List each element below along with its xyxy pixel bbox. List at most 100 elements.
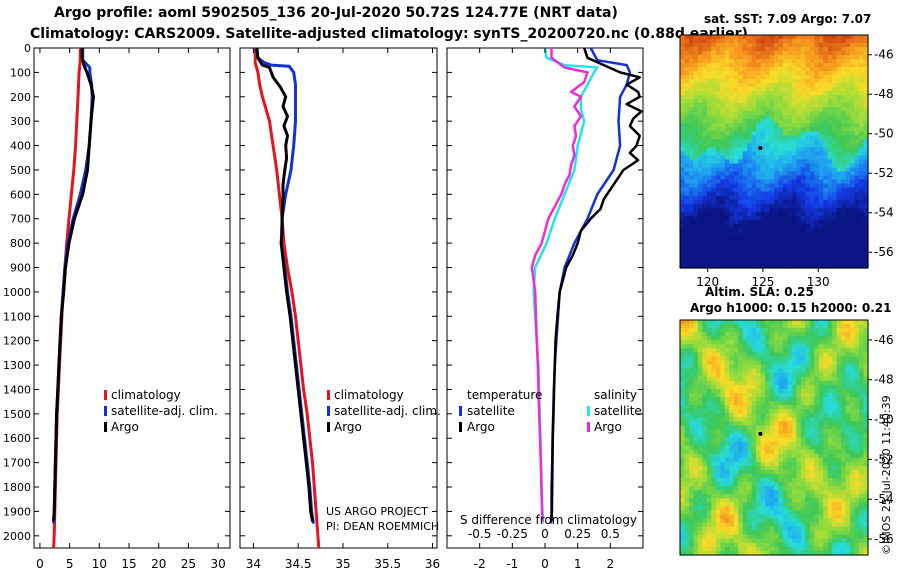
map-cell bbox=[747, 87, 753, 92]
map-cell bbox=[760, 135, 766, 141]
map-cell bbox=[832, 195, 838, 201]
map-cell bbox=[827, 356, 833, 362]
map-cell bbox=[765, 79, 771, 84]
map-cell bbox=[823, 384, 829, 390]
map-cell bbox=[814, 63, 820, 68]
map-cell bbox=[769, 171, 775, 177]
map-cell bbox=[751, 163, 757, 169]
map-cell bbox=[850, 409, 856, 414]
map-cell bbox=[774, 482, 780, 487]
map-cell bbox=[702, 413, 708, 418]
map-cell bbox=[733, 320, 739, 325]
map-cell bbox=[796, 526, 802, 532]
map-cell bbox=[724, 356, 730, 362]
map-cell bbox=[738, 502, 744, 507]
map-cell bbox=[796, 380, 802, 386]
map-cell bbox=[827, 215, 833, 221]
map-cell bbox=[859, 91, 865, 96]
map-cell bbox=[791, 526, 797, 532]
map-cell bbox=[711, 47, 717, 52]
x-tick-label: 35.5 bbox=[374, 557, 401, 571]
map-cell bbox=[782, 522, 789, 528]
map-cell bbox=[702, 211, 708, 217]
map-cell bbox=[859, 453, 865, 459]
map-cell bbox=[720, 55, 726, 60]
map-cell bbox=[760, 47, 766, 52]
map-cell bbox=[863, 99, 869, 104]
map-cell bbox=[711, 39, 717, 44]
map-cell bbox=[818, 340, 824, 345]
map-cell bbox=[688, 227, 695, 233]
map-cell bbox=[863, 215, 869, 221]
map-cell bbox=[778, 159, 784, 165]
map-cell bbox=[747, 368, 753, 374]
map-cell bbox=[850, 39, 856, 44]
map-cell bbox=[774, 469, 780, 475]
map-cell bbox=[760, 514, 766, 520]
map-cell bbox=[756, 151, 762, 157]
map-cell bbox=[729, 336, 735, 341]
map-cell bbox=[756, 123, 762, 128]
map-cell bbox=[845, 107, 851, 112]
map-cell bbox=[791, 409, 797, 414]
map-cell bbox=[715, 119, 721, 124]
map-cell bbox=[859, 534, 865, 540]
map-cell bbox=[720, 392, 726, 398]
map-cell bbox=[733, 191, 739, 197]
map-cell bbox=[791, 111, 797, 116]
map-cell bbox=[863, 530, 869, 536]
map-cell bbox=[774, 356, 780, 362]
map-cell bbox=[693, 127, 699, 133]
map-cell bbox=[729, 482, 735, 487]
map-cell bbox=[805, 259, 811, 265]
map-cell bbox=[693, 215, 699, 221]
map-cell bbox=[818, 211, 824, 217]
map-cell bbox=[733, 510, 739, 516]
map-cell bbox=[782, 396, 789, 402]
map-cell bbox=[711, 494, 717, 499]
map-cell bbox=[782, 143, 789, 149]
map-cell bbox=[814, 195, 820, 201]
map-cell bbox=[715, 67, 721, 72]
map-cell bbox=[850, 191, 856, 197]
map-cell bbox=[854, 63, 860, 68]
map-cell bbox=[787, 356, 793, 362]
map-cell bbox=[769, 63, 775, 68]
map-cell bbox=[711, 207, 717, 213]
map-cell bbox=[769, 243, 775, 249]
map-cell bbox=[742, 111, 748, 116]
map-cell bbox=[765, 534, 771, 540]
map-cell bbox=[800, 413, 806, 418]
map-cell bbox=[680, 143, 686, 149]
map-cell bbox=[747, 502, 753, 507]
map-cell bbox=[693, 445, 699, 451]
map-cell bbox=[684, 211, 690, 217]
map-cell bbox=[733, 75, 739, 80]
map-cell bbox=[854, 139, 860, 145]
map-cell bbox=[800, 433, 806, 439]
map-cell bbox=[706, 498, 712, 503]
map-cell bbox=[702, 175, 708, 181]
map-cell bbox=[791, 494, 797, 499]
map-cell bbox=[787, 332, 793, 337]
map-cell bbox=[769, 179, 775, 185]
map-cell bbox=[854, 71, 860, 76]
map-cell bbox=[702, 243, 708, 249]
map-cell bbox=[693, 167, 699, 173]
map-cell bbox=[841, 99, 847, 104]
map-cell bbox=[778, 135, 784, 141]
map-cell bbox=[836, 99, 842, 104]
map-cell bbox=[769, 111, 775, 116]
map-cell bbox=[841, 63, 847, 68]
map-cell bbox=[809, 91, 815, 96]
map-cell bbox=[765, 235, 771, 241]
map-cell bbox=[782, 227, 789, 233]
map-cell bbox=[693, 67, 699, 72]
map-cell bbox=[706, 376, 712, 382]
map-cell bbox=[706, 465, 712, 471]
map-cell bbox=[684, 494, 690, 499]
map-cell bbox=[711, 183, 717, 189]
map-cell bbox=[791, 413, 797, 418]
map-cell bbox=[680, 336, 686, 341]
map-cell bbox=[774, 388, 780, 394]
